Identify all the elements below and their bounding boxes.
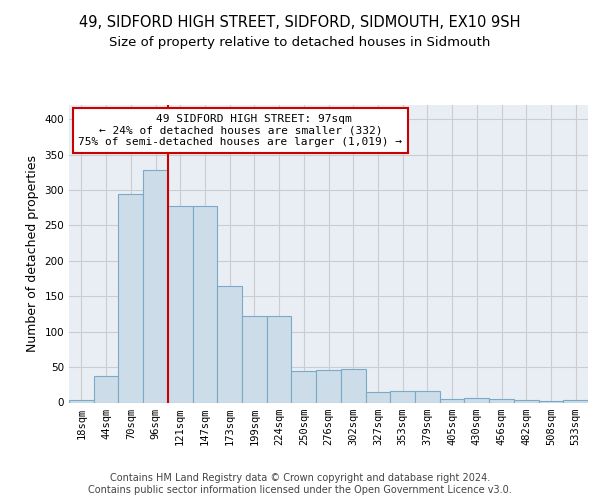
Bar: [69, 400, 94, 402]
Bar: [440, 399, 464, 402]
Bar: [390, 391, 415, 402]
Text: 49, SIDFORD HIGH STREET, SIDFORD, SIDMOUTH, EX10 9SH: 49, SIDFORD HIGH STREET, SIDFORD, SIDMOU…: [79, 15, 521, 30]
Text: Size of property relative to detached houses in Sidmouth: Size of property relative to detached ho…: [109, 36, 491, 49]
Text: Contains HM Land Registry data © Crown copyright and database right 2024.
Contai: Contains HM Land Registry data © Crown c…: [88, 474, 512, 495]
Bar: [563, 400, 588, 402]
Bar: [143, 170, 168, 402]
Bar: [415, 391, 440, 402]
Bar: [267, 316, 292, 402]
Bar: [193, 206, 217, 402]
Bar: [118, 194, 143, 402]
Text: 49 SIDFORD HIGH STREET: 97sqm
← 24% of detached houses are smaller (332)
75% of : 49 SIDFORD HIGH STREET: 97sqm ← 24% of d…: [78, 114, 402, 147]
Bar: [94, 376, 118, 402]
Bar: [489, 399, 514, 402]
Bar: [464, 398, 489, 402]
Bar: [316, 370, 341, 402]
Bar: [242, 316, 267, 402]
Bar: [514, 400, 539, 402]
Bar: [341, 369, 365, 402]
Bar: [168, 206, 193, 402]
Y-axis label: Number of detached properties: Number of detached properties: [26, 155, 39, 352]
Bar: [217, 286, 242, 403]
Bar: [365, 392, 390, 402]
Bar: [292, 372, 316, 402]
Bar: [539, 401, 563, 402]
